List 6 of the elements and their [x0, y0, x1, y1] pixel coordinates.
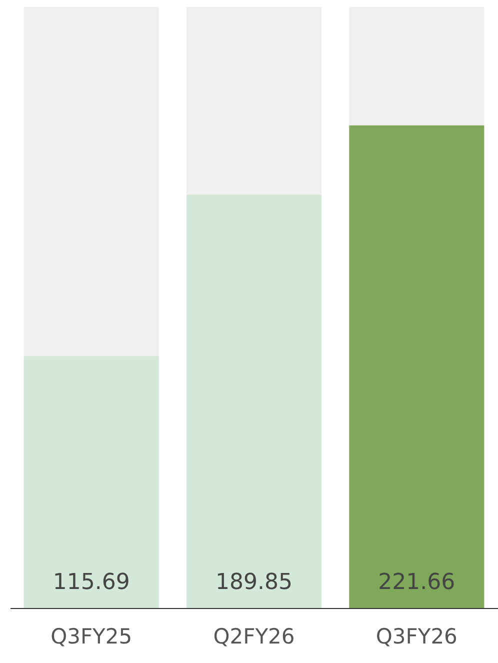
x-tick-label: Q3FY26: [376, 624, 458, 648]
x-tick-label: Q3FY25: [50, 624, 132, 648]
data-label: 221.66: [378, 570, 456, 595]
data-label: 115.69: [52, 570, 130, 595]
x-tick-label: Q2FY26: [213, 624, 295, 648]
data-label: 189.85: [216, 570, 292, 595]
